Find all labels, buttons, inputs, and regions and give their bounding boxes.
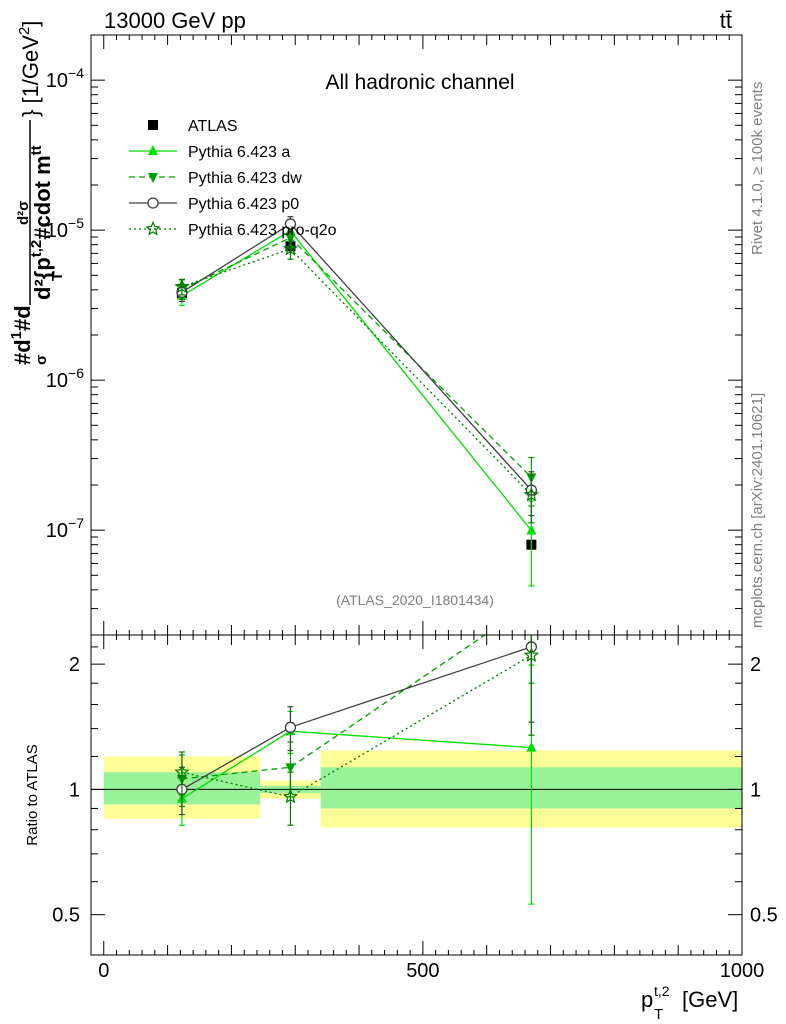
main-series-group [174, 216, 540, 587]
svg-text:} [1/GeV2]: } [1/GeV2] [16, 21, 43, 117]
svg-text:[GeV]: [GeV] [682, 987, 738, 1012]
header-left: 13000 GeV pp [104, 8, 246, 33]
legend-label: ATLAS [188, 118, 238, 135]
svg-text:σ: σ [33, 355, 50, 365]
ratio-tick-labels: 0.5 0.5 1 1 2 2 0 500 1000 [52, 654, 778, 982]
svg-text:t,2: t,2 [654, 983, 670, 999]
ratio-series-group [174, 635, 540, 905]
main-series-pythia-6-423-pro-q2o [174, 239, 540, 524]
legend-marker [148, 145, 158, 155]
ratio-data-point [282, 788, 299, 804]
ratio-data-point [174, 764, 190, 779]
main-data-point [523, 486, 540, 502]
mcplots-label: mcplots.cern.ch [arXiv:2401.10621] [749, 393, 766, 628]
main-data-point [282, 240, 299, 256]
main-y-tick-labels: 10−7 10−6 10−5 10−4 [46, 65, 84, 542]
ratio-frame [90, 634, 743, 956]
legend-entry: Pythia 6.423 a [129, 144, 290, 161]
main-y-tick-label: 10−7 [46, 515, 84, 542]
ratio-y-tick-label-left: 2 [69, 654, 80, 676]
ratio-y-tick-label-right: 0.5 [750, 905, 778, 927]
svg-text:d²{pt,2#cdot mtt: d²{pt,2#cdot mtt [28, 145, 55, 300]
analysis-id: (ATLAS_2020_I1801434) [336, 592, 494, 608]
svg-text:d²σ: d²σ [15, 201, 32, 225]
main-data-point [526, 524, 537, 535]
x-tick-label: 1000 [720, 960, 765, 982]
header-right: tt̄ [720, 8, 732, 33]
svg-text:#d1#d: #d1#d [8, 305, 35, 365]
main-data-point [174, 278, 190, 294]
svg-text:p: p [641, 987, 653, 1012]
main-data-point [284, 218, 297, 230]
legend-label: Pythia 6.423 pro-q2o [188, 222, 337, 239]
legend: ATLAS Pythia 6.423 a Pythia 6.423 dw Pythia… [129, 118, 337, 239]
chart-title: All hadronic channel [325, 71, 514, 94]
ratio-series-pythia-6-423-pro-q2o [174, 635, 540, 826]
main-data-point [285, 233, 296, 244]
legend-label: Pythia 6.423 p0 [188, 196, 299, 213]
svg-text:T: T [654, 1006, 663, 1023]
ratio-data-point [285, 763, 296, 774]
svg-text:T: T [49, 272, 66, 281]
ratio-series-line [181, 635, 486, 780]
main-y-tick-label: 10−6 [46, 365, 84, 392]
x-axis-label: p T t,2 [GeV] [641, 983, 738, 1023]
ratio-y-tick-label-left: 1 [69, 779, 80, 801]
legend-entry: ATLAS [148, 118, 238, 135]
ratio-y-tick-label-left: 0.5 [52, 905, 80, 927]
rivet-label: Rivet 4.1.0, ≥ 100k events [749, 82, 766, 255]
x-tick-label: 500 [406, 960, 439, 982]
legend-entry: Pythia 6.423 pro-q2o [129, 220, 337, 239]
ratio-data-point [526, 741, 537, 752]
main-y-tick-label: 10−5 [46, 215, 84, 242]
ratio-y-tick-label-right: 1 [750, 779, 761, 801]
legend-marker [148, 120, 158, 130]
ratio-data-point [523, 647, 540, 662]
legend-marker [145, 220, 161, 236]
legend-entry: Pythia 6.423 p0 [129, 196, 299, 213]
ratio-y-tick-label-right: 2 [750, 654, 761, 676]
legend-label: Pythia 6.423 dw [188, 170, 302, 187]
main-plot-area [91, 35, 742, 635]
legend-marker [147, 197, 159, 209]
main-y-tick-label: 10−4 [46, 65, 84, 92]
legend-marker [148, 173, 158, 183]
ratio-uncertainty-bands [91, 750, 742, 828]
main-y-axis-label: #d1#d σ d²σ d²{pt,2#cdot mtt T } [1/GeV2… [8, 21, 66, 365]
legend-label: Pythia 6.423 a [188, 144, 290, 161]
x-tick-label: 0 [98, 960, 109, 982]
ratio-y-axis-label: Ratio to ATLAS [24, 744, 41, 845]
legend-entry: Pythia 6.423 dw [129, 170, 302, 187]
ratio-data-point [284, 721, 297, 733]
